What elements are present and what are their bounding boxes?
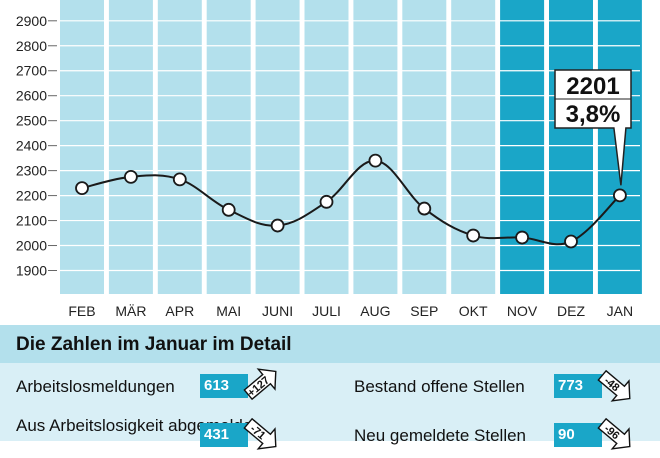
point-sep <box>417 201 432 216</box>
unemployment-chart: 1900 2000 2100 2200 2300 2400 2500 2600 2700 2800… <box>16 0 642 319</box>
series-line <box>75 153 627 249</box>
change-arrow-down-icon: -48 <box>596 369 636 405</box>
y-tick-label: 2500 <box>16 113 47 129</box>
x-tick-label: JULI <box>312 303 341 319</box>
stat-value-bestand-offene-stellen: 773 <box>554 374 602 398</box>
x-tick-label: OKT <box>459 303 488 319</box>
point-dez <box>564 234 578 249</box>
stat-label-arbeitslosmeldungen: Arbeitslosmeldungen <box>16 377 175 396</box>
point-juni <box>270 218 285 233</box>
point-aug <box>368 153 383 168</box>
column-dez <box>549 0 593 294</box>
callout-percent: 3,8% <box>566 101 621 128</box>
column-nov <box>500 0 545 294</box>
x-tick-label: NOV <box>507 303 538 319</box>
x-axis: FEB MÄR APR MAI JUNI JULI AUG SEP OKT NOV DEZ JAN <box>68 303 633 319</box>
x-tick-label: SEP <box>410 303 438 319</box>
stat-value-arbeitslosmeldungen: 613 <box>200 374 248 398</box>
point-jan <box>613 188 627 203</box>
point-juli <box>319 194 334 209</box>
detail-header: Die Zahlen im Januar im Detail <box>0 325 660 363</box>
column-juni <box>255 0 300 294</box>
point-nov <box>515 230 529 245</box>
y-tick-label: 2400 <box>16 138 47 154</box>
x-tick-label: MAI <box>216 303 241 319</box>
x-tick-label: MÄR <box>115 303 146 319</box>
column-apr <box>157 0 202 294</box>
month-columns <box>58 0 642 294</box>
detail-title: Die Zahlen im Januar im Detail <box>16 334 292 355</box>
column-mär <box>108 0 153 294</box>
y-axis: 1900 2000 2100 2200 2300 2400 2500 2600 2700 2800… <box>16 13 57 279</box>
column-okt <box>451 0 496 294</box>
x-tick-label: AUG <box>360 303 390 319</box>
x-tick-label: JAN <box>607 303 633 319</box>
stat-value-neu-gemeldete-stellen: 90 <box>554 423 602 447</box>
stat-label-neu-gemeldete-stellen: Neu gemeldete Stellen <box>354 426 527 445</box>
column-sep <box>402 0 447 294</box>
y-tick-label: 2000 <box>16 238 47 254</box>
y-tick-label: 2800 <box>16 38 47 54</box>
y-tick-label: 2300 <box>16 163 47 179</box>
point-mär <box>123 169 138 184</box>
column-feb <box>60 0 104 294</box>
y-tick-label: 1900 <box>16 263 47 279</box>
change-arrow-down-icon: -71 <box>242 417 282 453</box>
y-tick-label: 2100 <box>16 213 47 229</box>
stat-value-aus-arbeitslosigkeit: 431 <box>200 423 248 447</box>
y-tick-label: 2900 <box>16 13 47 29</box>
y-tick-label: 2200 <box>16 188 47 204</box>
stat-label-aus-arbeitslosigkeit: Aus Arbeitslosigkeit abgemeldet <box>16 416 257 435</box>
point-apr <box>172 172 187 187</box>
stat-label-bestand-offene-stellen: Bestand offene Stellen <box>354 377 525 396</box>
column-mai <box>206 0 251 294</box>
x-tick-label: FEB <box>68 303 95 319</box>
x-tick-label: APR <box>165 303 194 319</box>
change-arrow-up-icon: +127 <box>242 365 282 401</box>
change-arrow-down-icon: -96 <box>596 417 636 453</box>
x-tick-label: JUNI <box>262 303 293 319</box>
y-tick-label: 2600 <box>16 88 47 104</box>
callout-value: 2201 <box>566 73 619 100</box>
point-feb <box>75 181 89 195</box>
detail-panel: Die Zahlen im Januar im Detail Arbeitslo… <box>0 325 660 450</box>
point-mai <box>221 202 236 217</box>
point-okt <box>466 228 481 243</box>
column-aug <box>353 0 398 294</box>
column-juli <box>304 0 349 294</box>
x-tick-label: DEZ <box>557 303 585 319</box>
y-tick-label: 2700 <box>16 63 47 79</box>
